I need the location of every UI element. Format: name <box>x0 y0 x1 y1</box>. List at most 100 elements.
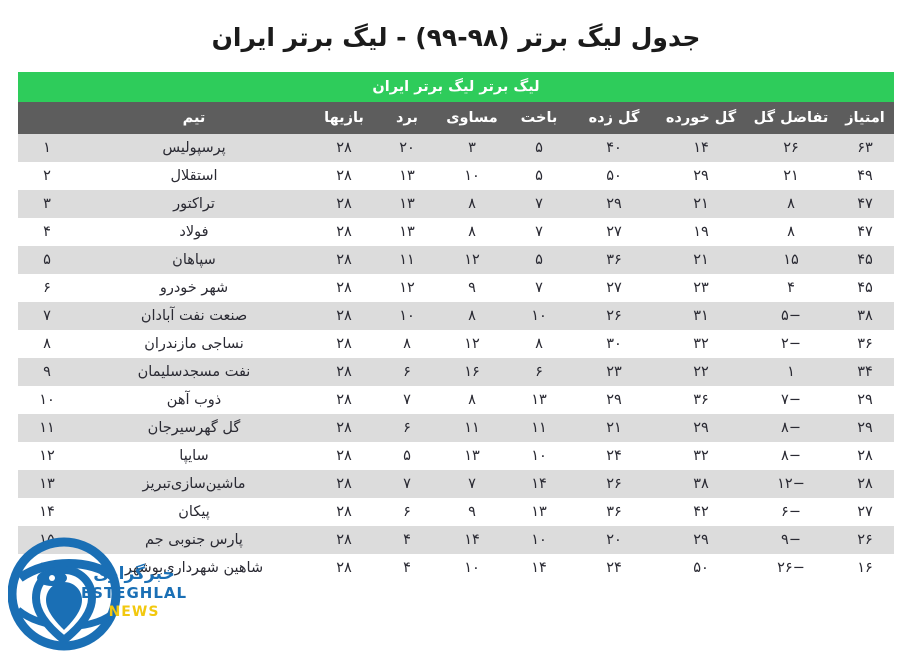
cell-drawn: ۱۰ <box>438 554 506 582</box>
table-row[interactable]: ۴۵ ۱۵ ۲۱ ۳۶ ۵ ۱۲ ۱۱ ۲۸ سپاهان ۵ <box>18 246 894 274</box>
cell-won: ۱۱ <box>376 246 438 274</box>
cell-goal-difference: ۱۵ <box>746 246 836 274</box>
column-header-goals-for[interactable]: گل زده <box>572 102 656 134</box>
cell-goals-against: ۴۲ <box>656 498 746 526</box>
table-row[interactable]: ۴۵ ۴ ۲۳ ۲۷ ۷ ۹ ۱۲ ۲۸ شهر خودرو ۶ <box>18 274 894 302</box>
table-row[interactable]: ۲۸ −۱۲ ۳۸ ۲۶ ۱۴ ۷ ۷ ۲۸ ماشین‌سازی‌تبریز ۱۳ <box>18 470 894 498</box>
column-header-played[interactable]: بازیها <box>312 102 376 134</box>
cell-lost: ۸ <box>506 330 572 358</box>
cell-goals-against: ۲۱ <box>656 246 746 274</box>
cell-played: ۲۸ <box>312 330 376 358</box>
column-header-team[interactable]: تیم <box>76 102 312 134</box>
table-row[interactable]: ۳۶ −۲ ۳۲ ۳۰ ۸ ۱۲ ۸ ۲۸ نساجی مازندران ۸ <box>18 330 894 358</box>
table-row[interactable]: ۲۷ −۶ ۴۲ ۳۶ ۱۳ ۹ ۶ ۲۸ پیکان ۱۴ <box>18 498 894 526</box>
table-row[interactable]: ۲۶ −۹ ۲۹ ۲۰ ۱۰ ۱۴ ۴ ۲۸ پارس جنوبی جم ۱۵ <box>18 526 894 554</box>
cell-drawn: ۱۶ <box>438 358 506 386</box>
column-header-goal-difference[interactable]: تفاضل گل <box>746 102 836 134</box>
cell-rank: ۸ <box>18 330 76 358</box>
column-header-won[interactable]: برد <box>376 102 438 134</box>
table-row[interactable]: ۶۳ ۲۶ ۱۴ ۴۰ ۵ ۳ ۲۰ ۲۸ پرسپولیس ۱ <box>18 134 894 162</box>
cell-team: شهر خودرو <box>76 274 312 302</box>
cell-played: ۲۸ <box>312 386 376 414</box>
cell-team: پیکان <box>76 498 312 526</box>
cell-goals-for: ۳۶ <box>572 498 656 526</box>
cell-rank: ۱۶ <box>18 554 76 582</box>
table-row[interactable]: ۳۸ −۵ ۳۱ ۲۶ ۱۰ ۸ ۱۰ ۲۸ صنعت نفت آبادان ۷ <box>18 302 894 330</box>
cell-goals-against: ۱۴ <box>656 134 746 162</box>
column-header-lost[interactable]: باخت <box>506 102 572 134</box>
cell-rank: ۲ <box>18 162 76 190</box>
page-title: جدول لیگ برتر (۹۸-۹۹) - لیگ برتر ایران <box>211 23 701 52</box>
cell-played: ۲۸ <box>312 190 376 218</box>
cell-goals-against: ۲۹ <box>656 162 746 190</box>
table-row[interactable]: ۴۷ ۸ ۲۱ ۲۹ ۷ ۸ ۱۳ ۲۸ تراکتور ۳ <box>18 190 894 218</box>
cell-lost: ۷ <box>506 218 572 246</box>
cell-goal-difference: −۲ <box>746 330 836 358</box>
cell-team: نساجی مازندران <box>76 330 312 358</box>
cell-goals-for: ۲۴ <box>572 554 656 582</box>
cell-lost: ۵ <box>506 134 572 162</box>
cell-goals-against: ۱۹ <box>656 218 746 246</box>
cell-goals-for: ۴۰ <box>572 134 656 162</box>
cell-drawn: ۹ <box>438 498 506 526</box>
cell-won: ۱۰ <box>376 302 438 330</box>
column-header-rank[interactable] <box>18 102 76 134</box>
table-body: ۶۳ ۲۶ ۱۴ ۴۰ ۵ ۳ ۲۰ ۲۸ پرسپولیس ۱ ۴۹ ۲۱ ۲۹ ۵۰ ۵ ۱۰ ۱۳ ۲۸ اس… <box>18 134 894 582</box>
cell-goals-for: ۲۳ <box>572 358 656 386</box>
cell-played: ۲۸ <box>312 358 376 386</box>
column-header-drawn[interactable]: مساوی <box>438 102 506 134</box>
table-row[interactable]: ۲۹ −۷ ۳۶ ۲۹ ۱۳ ۸ ۷ ۲۸ ذوب آهن ۱۰ <box>18 386 894 414</box>
cell-rank: ۳ <box>18 190 76 218</box>
cell-drawn: ۸ <box>438 190 506 218</box>
cell-points: ۳۶ <box>836 330 894 358</box>
cell-won: ۶ <box>376 414 438 442</box>
table-header-row: امتیاز تفاضل گل گل خورده گل زده باخت مسا… <box>18 102 894 134</box>
cell-goals-for: ۲۷ <box>572 218 656 246</box>
cell-rank: ۱۴ <box>18 498 76 526</box>
table-row[interactable]: ۴۷ ۸ ۱۹ ۲۷ ۷ ۸ ۱۳ ۲۸ فولاد ۴ <box>18 218 894 246</box>
cell-goal-difference: ۴ <box>746 274 836 302</box>
column-header-points[interactable]: امتیاز <box>836 102 894 134</box>
cell-won: ۱۳ <box>376 218 438 246</box>
cell-rank: ۹ <box>18 358 76 386</box>
cell-won: ۲۰ <box>376 134 438 162</box>
cell-won: ۵ <box>376 442 438 470</box>
cell-lost: ۱۴ <box>506 470 572 498</box>
cell-goals-for: ۳۶ <box>572 246 656 274</box>
cell-lost: ۵ <box>506 162 572 190</box>
cell-points: ۳۴ <box>836 358 894 386</box>
cell-rank: ۷ <box>18 302 76 330</box>
cell-points: ۲۹ <box>836 414 894 442</box>
cell-goals-for: ۲۰ <box>572 526 656 554</box>
cell-goal-difference: −۵ <box>746 302 836 330</box>
cell-team: استقلال <box>76 162 312 190</box>
cell-lost: ۱۰ <box>506 526 572 554</box>
cell-played: ۲۸ <box>312 274 376 302</box>
cell-lost: ۱۴ <box>506 554 572 582</box>
cell-rank: ۱ <box>18 134 76 162</box>
cell-drawn: ۱۲ <box>438 330 506 358</box>
cell-drawn: ۸ <box>438 302 506 330</box>
cell-goal-difference: −۲۶ <box>746 554 836 582</box>
cell-points: ۴۹ <box>836 162 894 190</box>
standings-table-container: لیگ برتر لیگ برتر ایران امتیاز تفاضل گل … <box>18 72 894 582</box>
cell-lost: ۱۳ <box>506 498 572 526</box>
table-row[interactable]: ۱۶ −۲۶ ۵۰ ۲۴ ۱۴ ۱۰ ۴ ۲۸ شاهین شهرداری‌بوشهر ۱۶ <box>18 554 894 582</box>
cell-played: ۲۸ <box>312 134 376 162</box>
cell-rank: ۱۱ <box>18 414 76 442</box>
cell-goals-against: ۳۱ <box>656 302 746 330</box>
cell-team: نفت مسجدسلیمان <box>76 358 312 386</box>
cell-team: سپاهان <box>76 246 312 274</box>
cell-lost: ۱۰ <box>506 302 572 330</box>
column-header-goals-against[interactable]: گل خورده <box>656 102 746 134</box>
cell-points: ۱۶ <box>836 554 894 582</box>
table-row[interactable]: ۲۹ −۸ ۲۹ ۲۱ ۱۱ ۱۱ ۶ ۲۸ گل گهرسیرجان ۱۱ <box>18 414 894 442</box>
cell-points: ۲۸ <box>836 470 894 498</box>
cell-played: ۲۸ <box>312 218 376 246</box>
table-row[interactable]: ۳۴ ۱ ۲۲ ۲۳ ۶ ۱۶ ۶ ۲۸ نفت مسجدسلیمان ۹ <box>18 358 894 386</box>
table-row[interactable]: ۴۹ ۲۱ ۲۹ ۵۰ ۵ ۱۰ ۱۳ ۲۸ استقلال ۲ <box>18 162 894 190</box>
table-row[interactable]: ۲۸ −۸ ۳۲ ۲۴ ۱۰ ۱۳ ۵ ۲۸ سایپا ۱۲ <box>18 442 894 470</box>
cell-goal-difference: −۷ <box>746 386 836 414</box>
standings-table: امتیاز تفاضل گل گل خورده گل زده باخت مسا… <box>18 102 894 582</box>
